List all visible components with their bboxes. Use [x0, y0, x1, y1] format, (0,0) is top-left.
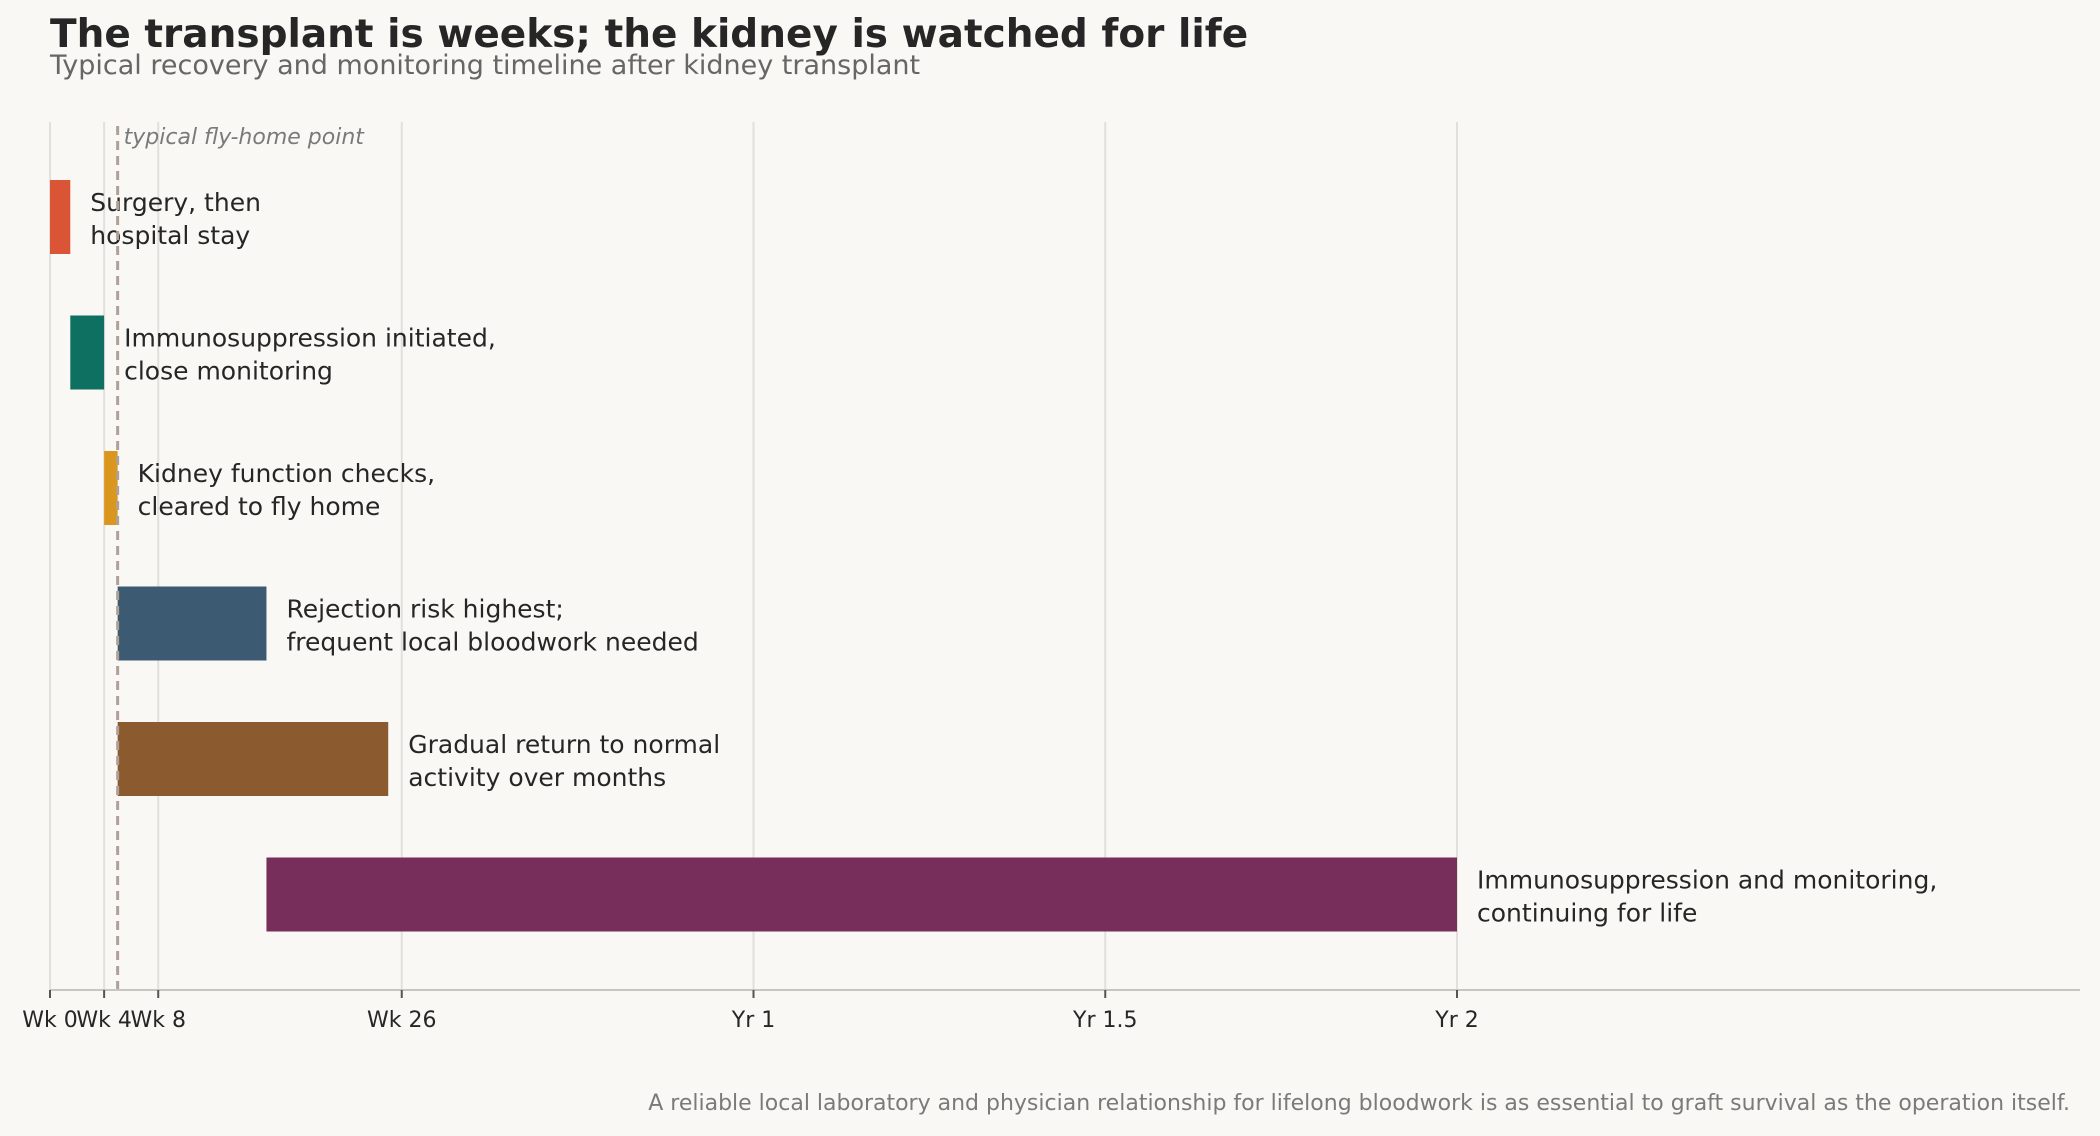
chart-subtitle: Typical recovery and monitoring timeline… [50, 50, 921, 81]
phase-label-line: cleared to fly home [138, 492, 381, 521]
phase-label: Rejection risk highest; frequent local bl… [286, 595, 698, 657]
x-tick-label: Yr 1 [731, 1008, 775, 1033]
phase-bars: Surgery, then hospital stay Immunosuppress… [50, 180, 1937, 932]
phase-label: Surgery, then hospital stay [90, 188, 261, 250]
phase-label-line: continuing for life [1477, 899, 1697, 928]
x-tick-label: Yr 2 [1434, 1008, 1478, 1033]
grid-lines [49, 122, 1458, 990]
x-tick-label: Yr 1.5 [1072, 1008, 1137, 1033]
phase-bar [117, 586, 267, 661]
x-tick-label: Wk 4 [76, 1008, 131, 1033]
phase-bar [104, 451, 118, 525]
phase-label-line: close monitoring [124, 357, 333, 386]
phase-label: Immunosuppression and monitoring, continu… [1477, 866, 1937, 928]
chart-title: The transplant is weeks; the kidney is w… [50, 12, 1249, 57]
phase-bar [266, 857, 1457, 932]
phase-label-line: Immunosuppression initiated, [124, 324, 496, 353]
phase-bar [50, 180, 71, 254]
phase-label-line: frequent local bloodwork needed [286, 628, 698, 657]
phase-bar [117, 722, 389, 796]
phase-bar [70, 315, 105, 390]
x-tick-label: Wk 0 [22, 1008, 77, 1033]
phase-label-line: Rejection risk highest; [286, 595, 563, 624]
chart-footnote: A reliable local laboratory and physicia… [648, 1091, 2070, 1116]
phase-label-line: Kidney function checks, [138, 459, 435, 488]
phase-label: Gradual return to normal activity over mo… [408, 730, 720, 792]
x-tick-label: Wk 26 [367, 1008, 436, 1033]
x-axis: Wk 0Wk 4Wk 8 Wk 26 Yr 1 Yr 1.5 Yr 2 [22, 989, 2080, 1033]
phase-label-line: Surgery, then [90, 188, 261, 217]
phase-label-line: hospital stay [90, 221, 250, 250]
fly-home-label: typical fly-home point [124, 125, 366, 150]
annotation-layer: typical fly-home point [116, 125, 366, 990]
phase-label: Kidney function checks, cleared to fly ho… [138, 459, 435, 521]
phase-label-line: Gradual return to normal [408, 730, 720, 759]
x-tick-label: Wk 8 [130, 1008, 185, 1033]
phase-label: Immunosuppression initiated, close monito… [124, 324, 496, 386]
phase-label-line: Immunosuppression and monitoring, [1477, 866, 1937, 895]
phase-label-line: activity over months [408, 763, 666, 792]
